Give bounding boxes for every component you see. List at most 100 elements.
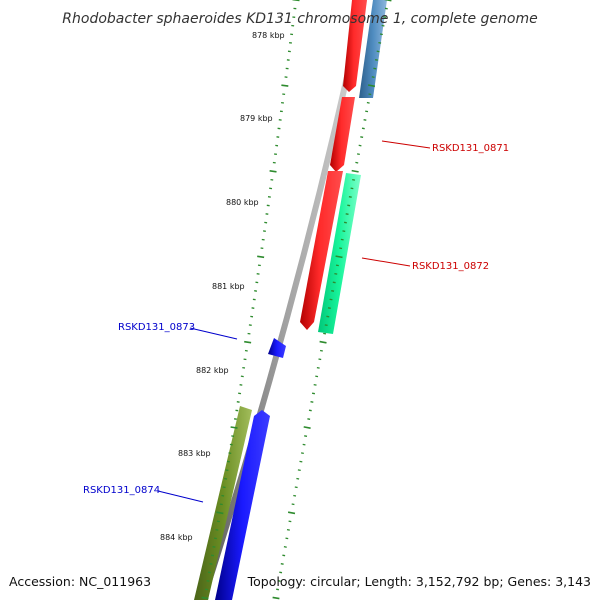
ruler-tick-outer: [286, 528, 290, 531]
ruler-tick-outer: [383, 16, 387, 19]
ruler-tick-outer: [351, 169, 359, 173]
ruler-tick-outer: [283, 545, 287, 548]
ruler-tick-outer: [315, 375, 319, 378]
ruler-tick-inner: [204, 588, 209, 591]
ruler-tick-outer: [366, 101, 370, 104]
cog-block-springgreen: [318, 173, 361, 334]
ruler-tick-outer: [288, 520, 292, 523]
ruler-tick-outer: [316, 366, 320, 369]
ruler-tick-outer: [285, 537, 289, 540]
ruler-tick-outer: [272, 596, 280, 600]
ruler-tick-inner: [224, 477, 228, 480]
ruler-tick-outer: [345, 213, 349, 215]
ruler-tick-inner: [281, 84, 289, 87]
ruler-tick-outer: [297, 469, 301, 472]
kbp-ruler-inner: [201, 0, 300, 600]
cog-block-steelblue: [359, 0, 387, 98]
ruler-tick-outer: [318, 358, 322, 361]
ruler-tick-outer: [331, 290, 335, 292]
ruler-tick-outer: [310, 401, 314, 403]
ruler-tick-outer: [323, 332, 327, 335]
gene-rskd131-0873: [268, 338, 286, 358]
genome-summary-text: Topology: circular; Length: 3,152,792 bp…: [247, 574, 591, 589]
ruler-tick-outer: [327, 307, 331, 309]
ruler-tick-outer: [373, 67, 377, 70]
ruler-tick-outer: [352, 178, 356, 181]
ruler-tick-inner: [230, 426, 238, 429]
ruler-tick-outer: [304, 435, 308, 437]
leader-line-0873: [189, 327, 238, 340]
ruler-tick-outer: [334, 272, 338, 275]
ruler-tick-outer: [358, 144, 362, 147]
ruler-tick-outer: [276, 588, 280, 591]
kbp-label-880: 880 kbp: [226, 198, 259, 207]
ruler-tick-outer: [363, 119, 367, 121]
ruler-tick-inner: [222, 486, 226, 489]
ruler-tick-inner: [216, 520, 220, 523]
leader-line-0871: [381, 140, 431, 149]
ruler-tick-outer: [326, 315, 330, 318]
ruler-tick-outer: [291, 503, 295, 506]
ruler-tick-outer: [384, 7, 388, 10]
ruler-tick-outer: [360, 136, 364, 138]
kbp-label-881: 881 kbp: [212, 282, 245, 291]
gene-label-rskd131-0874: RSKD131_0874: [83, 485, 160, 496]
ruler-tick-outer: [335, 264, 339, 267]
cog-block-olive: [194, 406, 252, 600]
ruler-tick-inner: [209, 563, 213, 565]
leader-line-0872: [361, 257, 411, 267]
ruler-tick-outer: [376, 50, 380, 53]
accession-text: Accession: NC_011963: [9, 574, 151, 589]
ruler-tick-outer: [350, 187, 354, 190]
ruler-tick-inner: [213, 537, 217, 540]
ruler-tick-inner: [254, 290, 258, 292]
ruler-tick-outer: [313, 383, 317, 386]
kbp-ruler-outer: [272, 0, 392, 600]
ruler-tick-outer: [347, 204, 351, 207]
ruler-tick-outer: [300, 452, 304, 455]
ruler-tick-outer: [361, 127, 365, 130]
gene-label-rskd131-0873: RSKD131_0873: [118, 322, 195, 333]
ruler-tick-outer: [367, 84, 376, 88]
ruler-tick-inner: [257, 255, 265, 259]
ruler-tick-outer: [332, 281, 336, 284]
ruler-tick-inner: [221, 494, 225, 497]
map-title: Rhodobacter sphaeroides KD131 chromosome…: [62, 11, 537, 27]
ruler-tick-outer: [277, 580, 281, 582]
kbp-label-882: 882 kbp: [196, 366, 229, 375]
ruler-tick-outer: [324, 324, 328, 327]
ruler-tick-outer: [343, 221, 347, 224]
ruler-tick-inner: [240, 375, 244, 378]
ruler-tick-outer: [348, 196, 352, 198]
ruler-tick-inner: [228, 452, 232, 455]
ruler-tick-inner: [207, 571, 212, 574]
ruler-tick-outer: [319, 340, 327, 344]
ruler-tick-inner: [210, 554, 215, 557]
ruler-tick-inner: [206, 580, 210, 582]
ruler-tick-inner: [215, 528, 219, 531]
ruler-tick-outer: [379, 33, 383, 36]
ruler-tick-outer: [319, 349, 323, 352]
ruler-tick-outer: [339, 247, 343, 250]
ruler-tick-outer: [303, 426, 311, 429]
ruler-tick-outer: [302, 443, 306, 446]
ruler-tick-outer: [356, 153, 360, 156]
gene-rskd131-0872: [300, 171, 343, 330]
ruler-tick-inner: [201, 596, 209, 600]
gene-label-rskd131-0871: RSKD131_0871: [432, 143, 509, 154]
leader-line-0874: [157, 490, 204, 503]
kbp-label-878: 878 kbp: [252, 31, 285, 40]
ruler-tick-inner: [251, 307, 255, 309]
ruler-tick-outer: [296, 477, 300, 480]
ruler-tick-outer: [293, 494, 297, 497]
ruler-tick-outer: [311, 392, 316, 395]
ruler-tick-inner: [244, 340, 252, 344]
gene-rskd131-0871: [330, 97, 355, 172]
gene-rskd131-0874: [215, 410, 270, 600]
ruler-tick-outer: [378, 41, 382, 44]
kbp-label-883: 883 kbp: [178, 449, 211, 458]
ruler-tick-outer: [368, 93, 372, 96]
ruler-tick-outer: [365, 110, 369, 113]
ruler-tick-outer: [279, 571, 283, 574]
